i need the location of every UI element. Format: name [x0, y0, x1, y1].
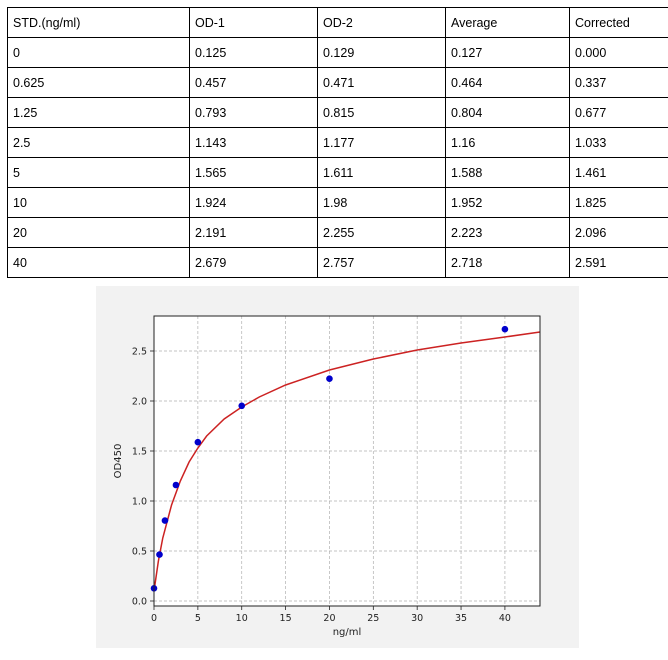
table-cell: 2.191	[189, 217, 318, 248]
data-point	[156, 551, 163, 558]
table-cell: 0.129	[317, 37, 446, 68]
table-cell: 20	[7, 217, 190, 248]
y-tick-label: 1.0	[132, 497, 147, 508]
data-point	[161, 517, 169, 524]
table-row: 20 2.191 2.255 2.223 2.096	[7, 217, 668, 248]
x-tick-label: 5	[195, 613, 201, 624]
table-cell: 1.565	[189, 157, 318, 188]
table-header-cell: OD-2	[317, 7, 446, 38]
table-header-cell: OD-1	[189, 7, 318, 38]
grid-lines	[153, 316, 540, 606]
table-cell: 0.127	[445, 37, 570, 68]
standards-table: STD.(ng/ml) OD-1 OD-2 Average Corrected 0 0.12…	[7, 7, 668, 278]
y-tick-label: 2.5	[132, 347, 147, 358]
table-cell: 2.718	[445, 247, 570, 278]
y-tick-label: 0.0	[132, 597, 147, 608]
table-cell: 1.16	[445, 127, 570, 158]
table-cell: 0.337	[569, 67, 668, 98]
table-cell: 1.033	[569, 127, 668, 158]
table-cell: 1.825	[569, 187, 668, 218]
y-tick-label: 0.5	[132, 547, 147, 558]
table-row: 5 1.565 1.611 1.588 1.461	[7, 157, 668, 188]
table-cell: 1.177	[317, 127, 446, 158]
table-cell: 10	[7, 187, 190, 218]
x-tick-label: 30	[411, 613, 423, 624]
table-cell: 0.125	[189, 37, 318, 68]
table-row: 0 0.125 0.129 0.127 0.000	[7, 37, 668, 68]
table-cell: 0	[7, 37, 190, 68]
x-axis-title: ng/ml	[333, 627, 362, 638]
standards-table-body: STD.(ng/ml) OD-1 OD-2 Average Corrected 0 0.12…	[7, 7, 668, 278]
table-row: 10 1.924 1.98 1.952 1.825	[7, 187, 668, 218]
table-cell: 0.457	[189, 67, 318, 98]
table-cell: 2.679	[189, 247, 318, 278]
x-tick-label: 0	[151, 613, 157, 624]
table-header-cell: STD.(ng/ml)	[7, 7, 190, 38]
table-cell: 1.25	[7, 97, 190, 128]
x-tick-label: 35	[455, 613, 467, 624]
data-point	[194, 438, 202, 446]
y-tick-label: 1.5	[132, 447, 147, 458]
table-cell: 1.924	[189, 187, 318, 218]
standard-curve-panel: 0 5 10 15 20 25 30 35 40 0.0 0.5 1.0 1.5 2.0 2.5 ng/ml O…	[96, 286, 579, 648]
table-cell: 0.000	[569, 37, 668, 68]
table-cell: 0.471	[317, 67, 446, 98]
table-cell: 1.611	[317, 157, 446, 188]
table-cell: 1.461	[569, 157, 668, 188]
x-tick-label: 20	[323, 613, 335, 624]
table-cell: 2.255	[317, 217, 446, 248]
table-cell: 0.677	[569, 97, 668, 128]
table-cell: 1.952	[445, 187, 570, 218]
table-row: 40 2.679 2.757 2.718 2.591	[7, 247, 668, 278]
table-cell: 0.464	[445, 67, 570, 98]
fitted-curve-line	[153, 331, 541, 592]
table-cell: 1.143	[189, 127, 318, 158]
data-point	[172, 481, 180, 489]
table-cell: 5	[7, 157, 190, 188]
table-cell: 40	[7, 247, 190, 278]
table-cell: 2.5	[7, 127, 190, 158]
table-row: 2.5 1.143 1.177 1.16 1.033	[7, 127, 668, 158]
table-cell: 2.757	[317, 247, 446, 278]
y-axis-title: OD450	[113, 444, 124, 479]
table-header-row: STD.(ng/ml) OD-1 OD-2 Average Corrected	[7, 7, 668, 38]
table-cell: 0.804	[445, 97, 570, 128]
data-point	[501, 325, 509, 333]
x-tick-label: 40	[499, 613, 511, 624]
y-tick-label: 2.0	[132, 397, 147, 408]
data-point	[238, 402, 246, 410]
table-header-cell: Average	[445, 7, 570, 38]
x-tick-label: 10	[236, 613, 248, 624]
table-cell: 2.223	[445, 217, 570, 248]
table-row: 0.625 0.457 0.471 0.464 0.337	[7, 67, 668, 98]
plot-frame	[153, 315, 541, 607]
standard-curve-chart: 0 5 10 15 20 25 30 35 40 0.0 0.5 1.0 1.5 2.0 2.5 ng/ml O…	[113, 315, 541, 638]
data-point	[326, 375, 333, 382]
table-cell: 0.815	[317, 97, 446, 128]
table-cell: 0.793	[189, 97, 318, 128]
table-cell: 1.588	[445, 157, 570, 188]
x-tick-label: 15	[280, 613, 292, 624]
plot-area	[154, 316, 540, 606]
table-header-cell: Corrected	[569, 7, 668, 38]
table-cell: 2.096	[569, 217, 668, 248]
table-cell: 0.625	[7, 67, 190, 98]
table-cell: 2.591	[569, 247, 668, 278]
table-row: 1.25 0.793 0.815 0.804 0.677	[7, 97, 668, 128]
table-cell: 1.98	[317, 187, 446, 218]
x-tick-label: 25	[367, 613, 379, 624]
